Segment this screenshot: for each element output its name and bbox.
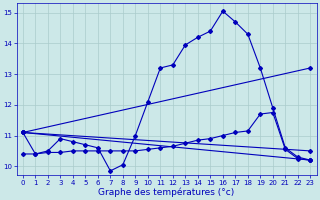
X-axis label: Graphe des températures (°c): Graphe des températures (°c) (99, 187, 235, 197)
